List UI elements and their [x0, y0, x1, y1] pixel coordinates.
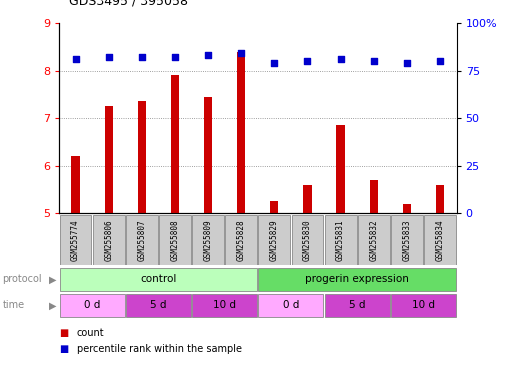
Text: 0 d: 0 d [84, 300, 101, 311]
Text: GSM255808: GSM255808 [170, 219, 180, 261]
Bar [137, 101, 146, 213]
Bar [391, 215, 423, 265]
Bar [225, 215, 257, 265]
Bar [93, 215, 125, 265]
Text: ■: ■ [59, 344, 68, 354]
Text: GSM255809: GSM255809 [204, 219, 212, 261]
Bar [391, 294, 456, 317]
Text: control: control [140, 274, 176, 285]
Text: ▶: ▶ [49, 300, 56, 311]
Text: GSM255833: GSM255833 [402, 219, 411, 261]
Text: GSM255834: GSM255834 [436, 219, 444, 261]
Bar [237, 51, 245, 213]
Text: 10 d: 10 d [213, 300, 236, 311]
Point [71, 56, 80, 62]
Text: progerin expression: progerin expression [305, 274, 409, 285]
Point [337, 56, 345, 62]
Point [303, 58, 311, 64]
Bar [436, 185, 444, 213]
Bar [369, 180, 378, 213]
Text: GSM255828: GSM255828 [236, 219, 246, 261]
Bar [105, 106, 113, 213]
Bar [171, 75, 179, 213]
Bar [303, 185, 311, 213]
Text: percentile rank within the sample: percentile rank within the sample [77, 344, 242, 354]
Bar [270, 201, 279, 213]
Bar [291, 215, 323, 265]
Text: GSM255829: GSM255829 [270, 219, 279, 261]
Bar [192, 215, 224, 265]
Point [436, 58, 444, 64]
Text: 10 d: 10 d [412, 300, 435, 311]
Text: GDS3495 / 395058: GDS3495 / 395058 [69, 0, 188, 8]
Point [370, 58, 378, 64]
Text: ■: ■ [59, 328, 68, 338]
Bar [403, 204, 411, 213]
Text: 5 d: 5 d [150, 300, 167, 311]
Text: 0 d: 0 d [283, 300, 299, 311]
Bar [204, 97, 212, 213]
Bar [259, 215, 290, 265]
Text: GSM255807: GSM255807 [137, 219, 146, 261]
Bar [126, 215, 157, 265]
Point [171, 54, 179, 60]
Bar [259, 294, 323, 317]
Text: GSM255830: GSM255830 [303, 219, 312, 261]
Bar [60, 268, 257, 291]
Point [137, 54, 146, 60]
Bar [325, 294, 390, 317]
Bar [337, 125, 345, 213]
Text: count: count [77, 328, 105, 338]
Bar [159, 215, 191, 265]
Text: ▶: ▶ [49, 274, 56, 285]
Bar [60, 294, 125, 317]
Bar [424, 215, 456, 265]
Bar [259, 268, 456, 291]
Point [270, 60, 279, 66]
Bar [71, 156, 80, 213]
Text: 5 d: 5 d [349, 300, 365, 311]
Bar [192, 294, 257, 317]
Bar [126, 294, 191, 317]
Text: GSM255832: GSM255832 [369, 219, 378, 261]
Text: GSM255806: GSM255806 [104, 219, 113, 261]
Bar [60, 215, 91, 265]
Text: GSM255774: GSM255774 [71, 219, 80, 261]
Text: time: time [3, 300, 25, 311]
Point [204, 52, 212, 58]
Point [237, 50, 245, 56]
Point [403, 60, 411, 66]
Point [105, 54, 113, 60]
Bar [325, 215, 357, 265]
Text: protocol: protocol [3, 274, 42, 285]
Text: GSM255831: GSM255831 [336, 219, 345, 261]
Bar [358, 215, 390, 265]
